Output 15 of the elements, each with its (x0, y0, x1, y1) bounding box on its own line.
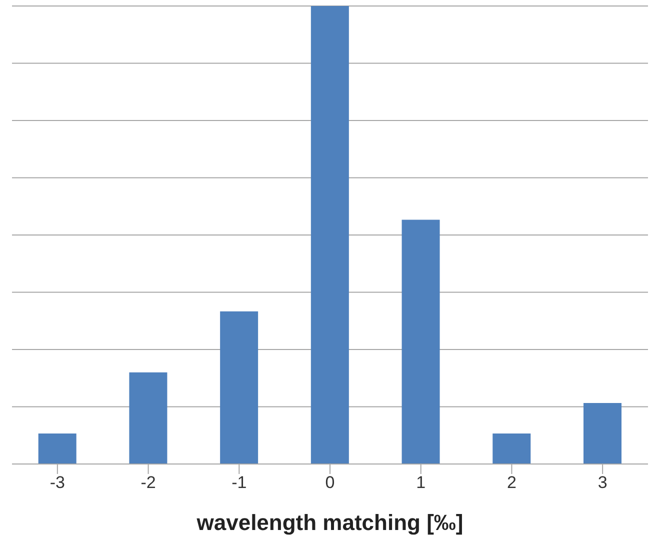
x-tick-label: -3 (50, 473, 65, 492)
x-tick-label: -2 (140, 473, 156, 492)
bar (129, 372, 168, 464)
bar (220, 311, 258, 464)
x-tick-label: 3 (598, 473, 608, 492)
bar (492, 433, 531, 464)
bar (583, 402, 622, 464)
x-tick-label: 0 (325, 473, 335, 492)
bar (402, 220, 440, 464)
bar (38, 433, 76, 464)
x-tick-label: -1 (232, 473, 247, 492)
x-tick-label: 2 (506, 473, 516, 492)
bar (310, 6, 349, 464)
x-axis-title: wavelength matching [‰] (196, 510, 464, 535)
x-tick-label: 1 (416, 473, 426, 492)
